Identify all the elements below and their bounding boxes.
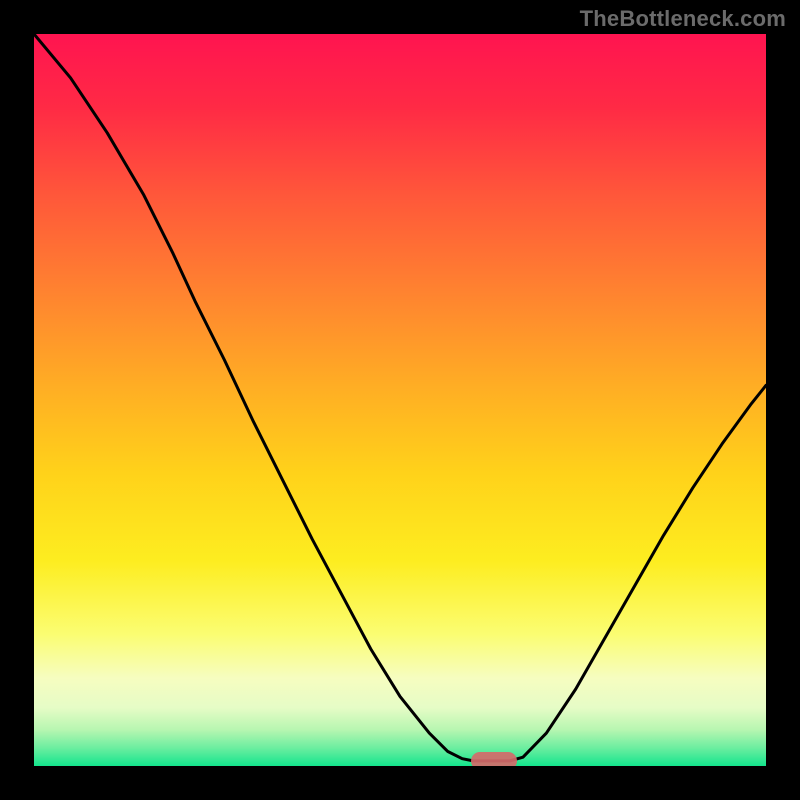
optimal-point-marker [471, 752, 517, 766]
watermark-text: TheBottleneck.com [580, 6, 786, 32]
bottleneck-curve [34, 34, 766, 766]
plot-area [34, 34, 766, 766]
